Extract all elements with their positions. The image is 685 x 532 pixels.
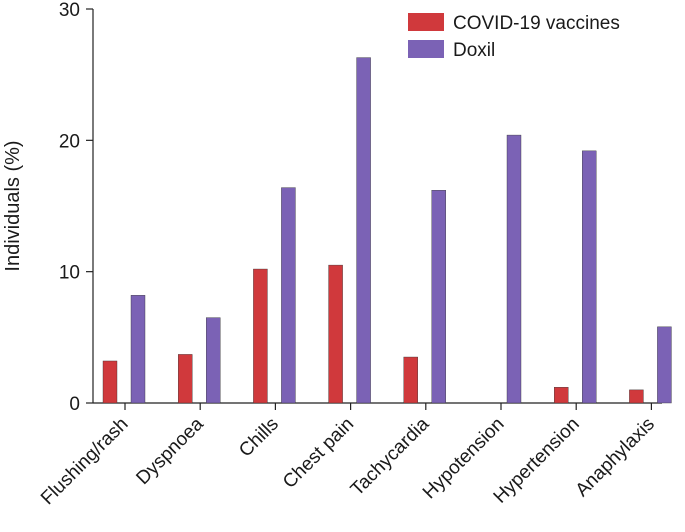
bar-doxil-anaphylaxis (657, 326, 672, 404)
bars (102, 57, 672, 404)
y-tick-label: 30 (59, 0, 80, 21)
bar-covid19-vaccines-chest-pain (328, 264, 343, 404)
bar-covid19-vaccines-tachycardia (403, 356, 418, 404)
y-axis: 0 10 20 30 (59, 0, 94, 415)
bar-doxil-tachycardia (431, 190, 446, 404)
x-category-label: Anaphylaxis (572, 414, 659, 501)
x-category-label: Flushing/rash (37, 414, 133, 510)
x-axis (93, 402, 662, 410)
bar-doxil-chills (281, 187, 296, 404)
bar-doxil-dyspnoea (205, 317, 221, 404)
y-tick-label: 10 (59, 263, 80, 284)
x-category-label: Dyspnoea (132, 413, 208, 489)
bar-doxil-hypertension (582, 150, 597, 404)
legend-swatch (408, 40, 444, 58)
y-tick-label: 20 (59, 131, 80, 152)
legend: COVID-19 vaccines Doxil (408, 13, 620, 61)
legend-label: Doxil (453, 40, 495, 61)
x-category-label: Chills (235, 414, 283, 462)
y-axis-title: Individuals (%) (2, 140, 24, 271)
legend-label: COVID-19 vaccines (453, 13, 620, 34)
bar-doxil-hypotension (506, 134, 522, 404)
bar-covid19-vaccines-anaphylaxis (629, 389, 644, 404)
bar-covid19-vaccines-chills (253, 268, 268, 404)
bar-covid19-vaccines-flushing-rash (102, 360, 118, 404)
bar-covid19-vaccines-dyspnoea (177, 354, 193, 404)
x-category-label: Chest pain (279, 414, 358, 493)
bar-doxil-chest-pain (356, 57, 371, 404)
bar-covid19-vaccines-hypertension (554, 387, 569, 404)
y-tick-label: 0 (69, 394, 80, 415)
bar-doxil-flushing-rash (130, 295, 146, 404)
legend-swatch (408, 13, 444, 31)
